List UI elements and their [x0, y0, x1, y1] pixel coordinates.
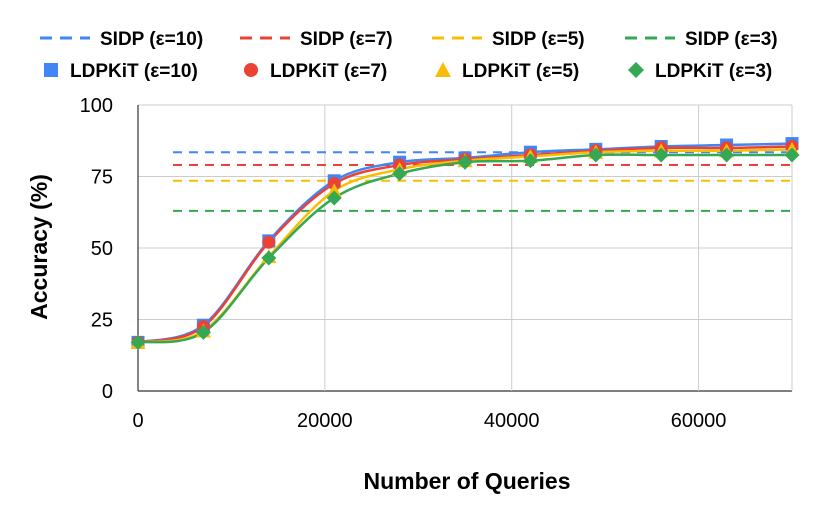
point-ldpkit-3: [326, 190, 342, 206]
series-lines: [137, 142, 793, 344]
legend-swatch-ldpkit-3: [628, 62, 644, 78]
legend-label-sidp-7: SIDP (ε=7): [300, 29, 393, 50]
legend-swatch-ldpkit-7: [244, 63, 258, 77]
legend-swatch-ldpkit-10: [44, 63, 58, 77]
point-ldpkit-3: [522, 153, 538, 169]
legend-label-ldpkit-10: LDPKiT (ε=10): [70, 61, 198, 82]
point-ldpkit-3: [653, 147, 669, 163]
y-tick-label: 50: [91, 238, 113, 260]
legend-label-ldpkit-7: LDPKiT (ε=7): [270, 61, 387, 82]
point-ldpkit-5: [326, 183, 342, 198]
y-tick-label: 0: [102, 381, 113, 403]
point-ldpkit-7: [262, 235, 276, 249]
point-ldpkit-3: [392, 166, 408, 182]
line-ldpkit-7: [137, 145, 793, 344]
tick-labels: 0 25 50 75 100 0 20000 40000 60000: [80, 95, 727, 432]
series-markers: [130, 137, 800, 350]
legend-label-sidp-5: SIDP (ε=5): [492, 29, 585, 50]
x-tick-label: 20000: [297, 410, 353, 432]
legend-label-sidp-10: SIDP (ε=10): [100, 29, 203, 50]
point-ldpkit-3: [457, 154, 473, 170]
point-ldpkit-3: [784, 147, 800, 163]
x-tick-label: 0: [132, 410, 143, 432]
line-ldpkit-5: [137, 148, 793, 344]
x-tick-label: 60000: [671, 410, 727, 432]
y-tick-label: 25: [91, 310, 113, 332]
legend-label-ldpkit-5: LDPKiT (ε=5): [462, 61, 579, 82]
point-ldpkit-3: [195, 324, 211, 340]
point-ldpkit-3: [719, 147, 735, 163]
baseline-lines: [173, 151, 792, 212]
x-tick-label: 40000: [484, 410, 540, 432]
x-axis-title: Number of Queries: [363, 468, 570, 494]
legend-label-sidp-3: SIDP (ε=3): [685, 29, 778, 50]
line-ldpkit-3: [137, 153, 792, 344]
y-axis-title: Accuracy (%): [26, 174, 52, 320]
legend-swatch-ldpkit-5: [435, 62, 451, 77]
point-ldpkit-3: [588, 147, 604, 163]
line-ldpkit-10: [137, 142, 793, 344]
legend: SIDP (ε=10) SIDP (ε=7) SIDP (ε=5) SIDP (ε=3…: [40, 29, 778, 82]
legend-label-ldpkit-3: LDPKiT (ε=3): [655, 61, 772, 82]
point-ldpkit-3: [130, 334, 146, 350]
y-tick-label: 75: [91, 167, 113, 189]
y-tick-label: 100: [80, 95, 113, 117]
point-ldpkit-3: [261, 250, 277, 266]
